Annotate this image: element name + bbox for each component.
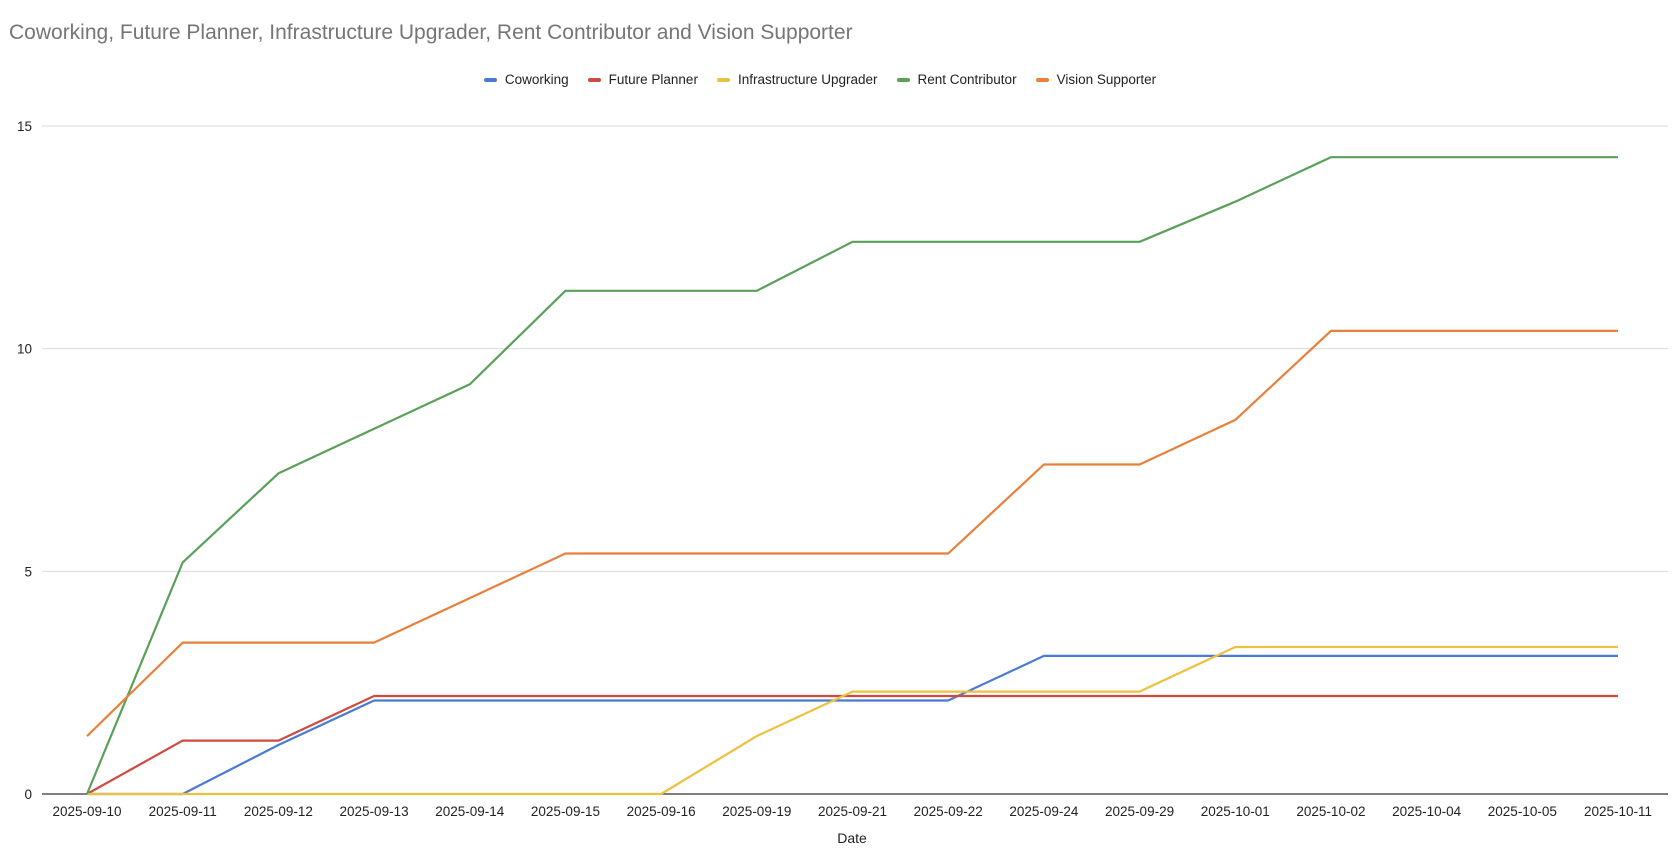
x-tick-label: 2025-10-11 bbox=[1584, 804, 1652, 819]
x-tick-label: 2025-10-04 bbox=[1392, 804, 1462, 819]
y-tick-label: 15 bbox=[17, 119, 32, 134]
y-tick-label: 0 bbox=[24, 787, 32, 802]
legend-item[interactable]: Infrastructure Upgrader bbox=[716, 72, 878, 87]
x-tick-label: 2025-09-10 bbox=[52, 804, 121, 819]
legend-swatch bbox=[483, 77, 497, 82]
x-tick-label: 2025-10-02 bbox=[1296, 804, 1365, 819]
series-line-infrastructure-upgrader[interactable] bbox=[87, 645, 1618, 796]
series-lines bbox=[85, 156, 1618, 796]
series-line-vision-supporter[interactable] bbox=[86, 329, 1618, 737]
legend-swatch bbox=[896, 77, 910, 82]
x-tick-label: 2025-10-05 bbox=[1488, 804, 1557, 819]
legend-swatch bbox=[1035, 77, 1049, 82]
x-tick-label: 2025-09-16 bbox=[627, 804, 696, 819]
series-line-rent-contributor[interactable] bbox=[85, 156, 1618, 795]
x-tick-label: 2025-09-21 bbox=[818, 804, 887, 819]
x-tick-label: 2025-09-15 bbox=[531, 804, 600, 819]
legend-swatch bbox=[716, 77, 730, 82]
legend-label: Vision Supporter bbox=[1056, 72, 1157, 87]
gridlines bbox=[42, 125, 1668, 572]
x-tick-label: 2025-09-24 bbox=[1009, 804, 1079, 819]
legend-label: Coworking bbox=[504, 72, 569, 87]
legend-item[interactable]: Coworking bbox=[483, 72, 569, 87]
chart-legend: Coworking Future Planner Infrastructure Up… bbox=[0, 72, 1680, 87]
legend-label: Rent Contributor bbox=[917, 72, 1017, 87]
x-tick-label: 2025-09-29 bbox=[1105, 804, 1174, 819]
legend-label: Future Planner bbox=[608, 72, 698, 87]
series-line-coworking[interactable] bbox=[87, 654, 1618, 796]
x-tick-label: 2025-09-22 bbox=[914, 804, 983, 819]
legend-item[interactable]: Vision Supporter bbox=[1035, 72, 1157, 87]
x-tick-label: 2025-09-11 bbox=[149, 804, 217, 819]
x-tick-label: 2025-09-12 bbox=[244, 804, 313, 819]
x-tick-label: 2025-09-13 bbox=[340, 804, 409, 819]
legend-item[interactable]: Future Planner bbox=[587, 72, 698, 87]
x-tick-label: 2025-10-01 bbox=[1201, 804, 1270, 819]
legend-swatch bbox=[587, 77, 601, 82]
x-tick-label: 2025-09-14 bbox=[435, 804, 505, 819]
y-tick-label: 10 bbox=[17, 342, 32, 357]
y-tick-label: 5 bbox=[24, 564, 32, 579]
tick-labels: 0 5 10 15 2025-09-10 2025-09-11 2025-09-12 2025… bbox=[17, 119, 1652, 819]
legend-label: Infrastructure Upgrader bbox=[737, 72, 878, 87]
series-line-future-planner[interactable] bbox=[86, 694, 1618, 795]
legend-item[interactable]: Rent Contributor bbox=[896, 72, 1017, 87]
chart-title: Coworking, Future Planner, Infrastructur… bbox=[9, 21, 853, 44]
x-tick-label: 2025-09-19 bbox=[722, 804, 791, 819]
x-axis-label: Date bbox=[837, 830, 867, 846]
